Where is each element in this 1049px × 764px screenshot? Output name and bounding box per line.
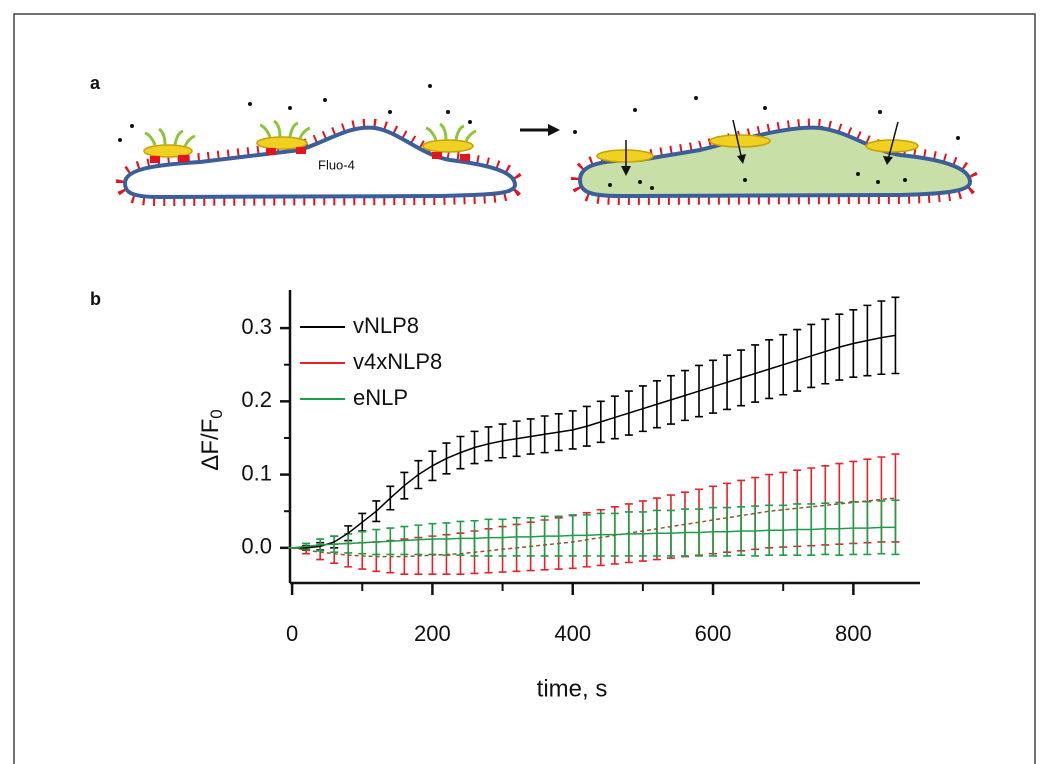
legend-label: vNLP8 — [353, 313, 419, 338]
legend-label: eNLP — [353, 385, 408, 410]
y-tick-label: 0.1 — [241, 460, 272, 485]
series-line — [292, 334, 896, 549]
nlp-chains — [144, 119, 477, 147]
panel-label: b — [90, 289, 101, 309]
arrow-head — [548, 124, 560, 136]
series-line — [292, 526, 896, 549]
cell — [122, 125, 518, 200]
x-tick-label: 800 — [835, 621, 872, 646]
nlp-discs — [143, 136, 474, 158]
cell — [577, 125, 973, 199]
x-tick-label: 200 — [414, 621, 451, 646]
dots — [608, 172, 907, 190]
nlp-discs — [596, 134, 919, 163]
panel-label: a — [90, 73, 101, 93]
frame — [13, 13, 1036, 764]
cell-label: Fluo-4 — [318, 157, 355, 172]
x-axis-label: time, s — [537, 675, 608, 702]
y-label-main: ΔF/F — [197, 419, 224, 471]
bound-receptors — [150, 147, 470, 163]
x-tick-label: 0 — [286, 621, 298, 646]
x-tick-label: 600 — [695, 621, 732, 646]
dots — [118, 84, 960, 142]
y-tick-label: 0.3 — [241, 314, 272, 339]
y-label-sub: 0 — [207, 409, 226, 418]
series-line — [291, 497, 896, 558]
x-tick-label: 400 — [554, 621, 591, 646]
legend-label: v4xNLP8 — [353, 349, 442, 374]
y-axis-label: ΔF/F0 — [197, 409, 226, 471]
y-tick-label: 0.2 — [241, 387, 272, 412]
influx-arrow-heads — [621, 154, 893, 176]
diagram: Fluo-4 — [115, 84, 980, 207]
y-tick-label: 0.0 — [241, 534, 272, 559]
